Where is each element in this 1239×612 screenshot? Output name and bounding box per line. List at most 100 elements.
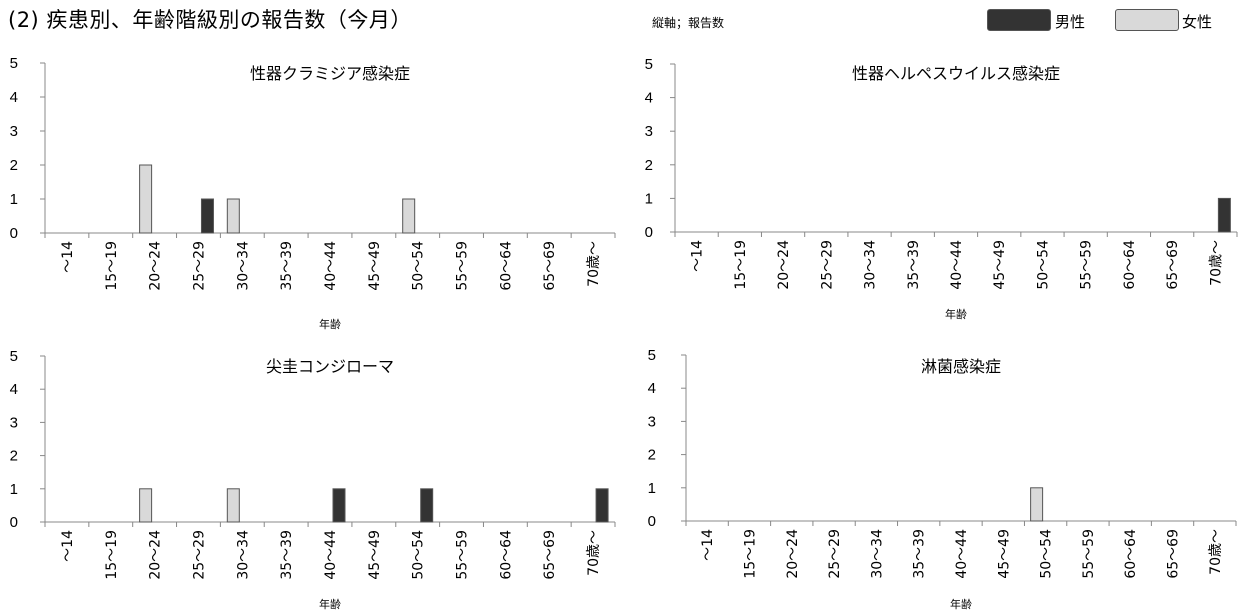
y-tick-label: 1: [10, 191, 18, 208]
y-tick-label: 4: [10, 381, 18, 398]
x-tick-label: 50～54: [411, 530, 427, 580]
y-tick-label: 3: [10, 123, 18, 140]
x-tick-label: ～14: [690, 240, 706, 272]
x-tick-label: 65～69: [1166, 529, 1182, 579]
x-tick-label: 60～64: [1122, 240, 1138, 290]
x-tick-label: 60～64: [498, 241, 514, 291]
x-tick-label: 35～39: [906, 240, 922, 290]
x-tick-label: 40～44: [949, 240, 965, 290]
chart-gonorrhea: 淋菌感染症 0 1 2 3 4 5 ～14 15～19 20～24 25～29 30～34 35～39 4…: [648, 347, 1237, 611]
y-tick-label: 5: [10, 348, 18, 365]
x-tick-label: 60～64: [1123, 529, 1139, 579]
x-tick-label: 55～59: [455, 530, 471, 580]
y-tick-label: 5: [648, 347, 656, 364]
x-tick-label: 45～49: [996, 529, 1012, 579]
x-tick-label: 55～59: [455, 241, 471, 291]
x-tick-label: 50～54: [1035, 240, 1051, 290]
x-tick-label: ～14: [60, 241, 76, 273]
bar-female: [139, 164, 153, 234]
bar-female: [402, 198, 416, 234]
chart-panel-gonorrhea: 淋菌感染症 0 1 2 3 4 5 ～14 15～19 20～24 25～29 30～34 35～39 4…: [620, 347, 1239, 612]
bar-female: [226, 198, 240, 234]
chart-herpes: 性器ヘルペスウイルス感染症 0 1 2 3 4 5 ～14 15～19 20～24 25～29 30～…: [645, 56, 1238, 321]
x-tick-label: 70歳～: [1208, 240, 1224, 286]
y-tick-label: 2: [10, 448, 18, 465]
x-tick-label: 65～69: [1165, 240, 1181, 290]
x-tick-label: 40～44: [323, 241, 339, 291]
x-tick-label: 20～24: [776, 240, 792, 290]
bar-female: [139, 488, 153, 523]
x-tick-label: 45～49: [367, 530, 383, 580]
y-tick-label: 0: [645, 224, 653, 241]
y-tick-label: 4: [10, 89, 18, 106]
x-axis-label: 年齢: [319, 317, 341, 331]
y-tick-label: 5: [645, 56, 653, 73]
y-tick-label: 3: [645, 123, 653, 140]
x-tick-label: 30～34: [863, 240, 879, 290]
y-tick-label: 1: [645, 190, 653, 207]
x-tick-label: ～14: [60, 530, 76, 562]
y-axis-note: 縦軸；報告数: [652, 16, 725, 30]
x-tick-label: 70歳～: [586, 530, 602, 576]
y-tick-label: 0: [648, 513, 656, 530]
x-tick-label: 15～19: [104, 241, 120, 291]
y-tick-label: 3: [10, 414, 18, 431]
page-title: (2) 疾患別、年齢階級別の報告数（今月）: [8, 8, 412, 32]
x-tick-label: 15～19: [742, 529, 758, 579]
x-tick-label: 70歳～: [586, 241, 602, 287]
x-tick-label: 25～29: [191, 241, 207, 291]
x-tick-label: 20～24: [148, 241, 164, 291]
legend-female-swatch: [1115, 9, 1179, 31]
x-tick-label: 25～29: [827, 529, 843, 579]
chart-title: 尖圭コンジローマ: [266, 357, 394, 376]
chart-panel-herpes: 性器ヘルペスウイルス感染症 0 1 2 3 4 5 ～14 15～19 20～24 25～29 30～…: [620, 52, 1239, 327]
chart-panel-condyloma: 尖圭コンジローマ 0 1 2 3 4 5 ～14 15～19 20～24 25～29 30～34 35～…: [0, 348, 620, 612]
x-tick-label: 30～34: [869, 529, 885, 579]
chart-condyloma: 尖圭コンジローマ 0 1 2 3 4 5 ～14 15～19 20～24 25～29 30～34 35～…: [10, 348, 616, 611]
x-axis-label: 年齢: [945, 307, 967, 321]
bar-male: [1217, 197, 1231, 233]
x-tick-label: 40～44: [954, 529, 970, 579]
x-tick-label: 15～19: [733, 240, 749, 290]
y-tick-label: 1: [648, 480, 656, 497]
x-tick-label: 35～39: [279, 241, 295, 291]
x-tick-label: 65～69: [542, 241, 558, 291]
x-tick-label: 55～59: [1079, 240, 1095, 290]
bar-female: [1030, 487, 1044, 522]
chart-chlamydia: 性器クラミジア感染症 0 1 2 3 4 5 ～14 15～19 20～24 25～29 30～34 3…: [10, 55, 616, 331]
y-tick-label: 4: [645, 90, 653, 107]
x-tick-label: 30～34: [235, 530, 251, 580]
y-tick-label: 2: [648, 447, 656, 464]
chart-title: 性器クラミジア感染症: [250, 64, 410, 83]
bar-male: [332, 488, 346, 523]
x-tick-label: ～14: [700, 529, 716, 561]
x-tick-label: 55～59: [1081, 529, 1097, 579]
y-tick-label: 2: [10, 157, 18, 174]
x-tick-label: 25～29: [819, 240, 835, 290]
x-tick-label: 50～54: [411, 241, 427, 291]
x-tick-label: 40～44: [323, 530, 339, 580]
y-tick-label: 4: [648, 380, 656, 397]
chart-title: 性器ヘルペスウイルス感染症: [852, 64, 1060, 83]
x-axis-label: 年齢: [319, 597, 341, 611]
x-tick-label: 35～39: [912, 529, 928, 579]
y-tick-label: 0: [10, 514, 18, 531]
chart-panel-chlamydia: 性器クラミジア感染症 0 1 2 3 4 5 ～14 15～19 20～24 25～29 30～34 3…: [0, 55, 620, 335]
legend-male-label: 男性: [1055, 13, 1086, 31]
legend-female-label: 女性: [1182, 13, 1213, 31]
y-tick-label: 2: [645, 157, 653, 174]
x-tick-label: 35～39: [279, 530, 295, 580]
y-tick-label: 3: [648, 413, 656, 430]
bar-male: [595, 488, 609, 523]
x-tick-label: 70歳～: [1208, 529, 1224, 575]
y-tick-label: 5: [10, 55, 18, 72]
x-tick-label: 45～49: [992, 240, 1008, 290]
y-tick-label: 1: [10, 481, 18, 498]
x-tick-label: 15～19: [104, 530, 120, 580]
bar-male: [200, 198, 214, 234]
x-tick-label: 25～29: [191, 530, 207, 580]
bar-female: [226, 488, 240, 523]
x-tick-label: 20～24: [148, 530, 164, 580]
bar-male: [420, 488, 434, 523]
x-tick-label: 60～64: [498, 530, 514, 580]
